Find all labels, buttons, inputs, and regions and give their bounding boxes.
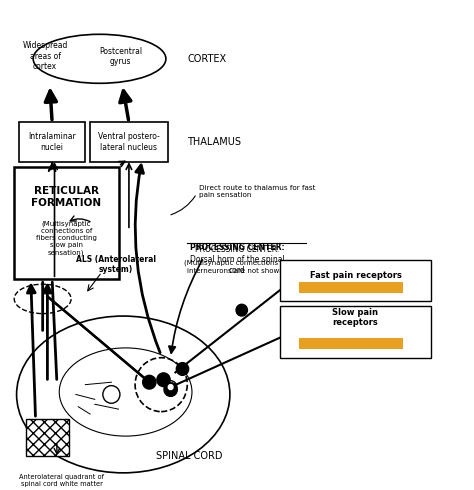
Text: (Multisynaptic connections via
interneurons are not shown): (Multisynaptic connections via interneur… xyxy=(183,260,291,274)
Text: ALS (Anterolateral
system): ALS (Anterolateral system) xyxy=(76,255,156,274)
FancyBboxPatch shape xyxy=(280,306,431,358)
FancyBboxPatch shape xyxy=(280,260,431,301)
Text: PROCESSING CENTER:
Dorsal horn of the spinal
cord: PROCESSING CENTER: Dorsal horn of the sp… xyxy=(190,245,284,275)
Circle shape xyxy=(168,385,173,390)
Circle shape xyxy=(143,375,156,389)
Text: Slow pain
receptors: Slow pain receptors xyxy=(332,308,379,327)
Circle shape xyxy=(176,363,189,375)
Text: RETICULAR
FORMATION: RETICULAR FORMATION xyxy=(31,186,101,208)
Text: SPINAL CORD: SPINAL CORD xyxy=(156,451,223,461)
Text: Postcentral
gyrus: Postcentral gyrus xyxy=(100,47,142,66)
Text: Direct route to thalamus for fast
pain sensation: Direct route to thalamus for fast pain s… xyxy=(199,185,316,197)
Text: Intralaminar
nuclei: Intralaminar nuclei xyxy=(28,132,76,152)
Circle shape xyxy=(103,386,120,403)
Circle shape xyxy=(236,304,247,316)
Text: Fast pain receptors: Fast pain receptors xyxy=(310,271,401,280)
FancyBboxPatch shape xyxy=(299,338,403,349)
Text: Ventral postero-
lateral nucleus: Ventral postero- lateral nucleus xyxy=(98,132,160,152)
FancyBboxPatch shape xyxy=(299,282,403,293)
Text: THALAMUS: THALAMUS xyxy=(187,137,241,147)
Text: PROCESSING CENTER:: PROCESSING CENTER: xyxy=(190,243,284,251)
Text: Widespread
areas of
cortex: Widespread areas of cortex xyxy=(22,42,68,71)
Circle shape xyxy=(164,383,177,396)
Text: (Multisynaptic
connections of
fibers conducting
slow pain
sensation): (Multisynaptic connections of fibers con… xyxy=(36,220,97,255)
Text: Anterolateral quadrant of
spinal cord white matter: Anterolateral quadrant of spinal cord wh… xyxy=(19,474,104,487)
FancyBboxPatch shape xyxy=(26,419,69,456)
Text: CORTEX: CORTEX xyxy=(187,54,227,64)
Circle shape xyxy=(157,373,170,387)
